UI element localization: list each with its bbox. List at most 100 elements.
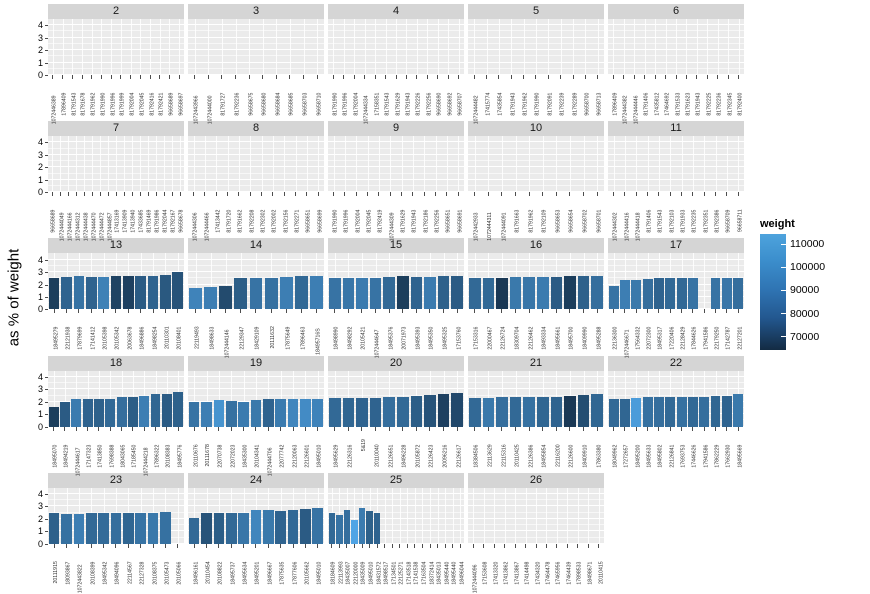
bar[interactable] (60, 401, 70, 427)
bar[interactable] (396, 397, 409, 427)
bar[interactable] (94, 398, 104, 427)
bar[interactable] (160, 275, 171, 310)
bar[interactable] (356, 278, 368, 310)
bar[interactable] (564, 276, 576, 310)
bar[interactable] (73, 276, 85, 310)
bar[interactable] (263, 510, 274, 544)
bar[interactable] (98, 276, 109, 310)
bar[interactable] (201, 401, 212, 427)
bar[interactable] (577, 275, 590, 310)
bar[interactable] (550, 397, 563, 427)
bar[interactable] (424, 394, 436, 427)
bar[interactable] (631, 398, 642, 427)
bar[interactable] (225, 401, 237, 427)
bar[interactable] (591, 275, 603, 310)
bar[interactable] (116, 396, 127, 427)
bar[interactable] (536, 276, 549, 310)
bar[interactable] (577, 394, 590, 427)
bar[interactable] (437, 276, 450, 310)
bar[interactable] (294, 276, 308, 310)
bar[interactable] (642, 278, 653, 310)
bar[interactable] (139, 395, 150, 427)
bar[interactable] (509, 397, 522, 427)
bar[interactable] (287, 509, 299, 544)
bar[interactable] (135, 276, 146, 310)
bar[interactable] (342, 398, 355, 427)
bar[interactable] (396, 276, 409, 310)
bar[interactable] (213, 512, 225, 544)
bar[interactable] (523, 397, 536, 427)
bar[interactable] (608, 286, 619, 310)
bar[interactable] (71, 398, 82, 427)
bar[interactable] (73, 513, 85, 544)
bar[interactable] (642, 397, 653, 427)
bar[interactable] (328, 513, 336, 544)
bar[interactable] (733, 277, 744, 310)
bar[interactable] (482, 398, 495, 427)
bar[interactable] (496, 277, 508, 310)
bar[interactable] (300, 508, 311, 544)
bar[interactable] (631, 279, 642, 310)
bar[interactable] (48, 277, 60, 310)
bar[interactable] (189, 287, 203, 310)
bar[interactable] (654, 278, 664, 310)
bar[interactable] (48, 512, 60, 544)
bar[interactable] (188, 402, 200, 427)
bar[interactable] (312, 398, 324, 427)
bar[interactable] (451, 393, 463, 427)
bar[interactable] (123, 275, 134, 310)
bar[interactable] (264, 277, 278, 310)
bar[interactable] (48, 406, 59, 427)
bar[interactable] (343, 510, 351, 544)
bar[interactable] (172, 272, 184, 310)
bar[interactable] (188, 517, 200, 544)
bar[interactable] (369, 398, 382, 427)
bar[interactable] (676, 278, 687, 310)
bar[interactable] (351, 519, 358, 544)
bar[interactable] (509, 276, 522, 310)
bar[interactable] (85, 277, 97, 310)
bar[interactable] (263, 399, 274, 427)
bar[interactable] (225, 512, 237, 544)
bar[interactable] (722, 278, 732, 310)
bar[interactable] (591, 393, 603, 427)
bar[interactable] (710, 395, 721, 427)
bar[interactable] (608, 398, 619, 427)
bar[interactable] (468, 277, 481, 310)
bar[interactable] (162, 393, 172, 427)
bar[interactable] (204, 287, 218, 310)
bar[interactable] (383, 397, 396, 427)
bar[interactable] (173, 391, 184, 427)
bar[interactable] (356, 398, 368, 427)
bar[interactable] (383, 277, 396, 310)
bar[interactable] (147, 275, 159, 310)
bar[interactable] (369, 278, 382, 310)
bar[interactable] (105, 398, 116, 427)
bar[interactable] (150, 393, 161, 427)
bar[interactable] (437, 394, 450, 427)
bar[interactable] (61, 513, 72, 544)
bar[interactable] (665, 397, 676, 427)
bar[interactable] (250, 509, 262, 544)
bar[interactable] (482, 277, 495, 310)
bar[interactable] (373, 513, 381, 544)
bar[interactable] (238, 512, 249, 544)
bar[interactable] (309, 276, 323, 310)
bar[interactable] (468, 398, 481, 427)
bar[interactable] (128, 396, 138, 427)
bar[interactable] (201, 512, 212, 544)
bar[interactable] (61, 277, 72, 310)
bar[interactable] (110, 275, 122, 310)
bar[interactable] (238, 401, 249, 427)
bar[interactable] (336, 515, 343, 544)
bar[interactable] (410, 395, 423, 427)
bar[interactable] (279, 277, 293, 310)
bar[interactable] (620, 398, 630, 427)
bar[interactable] (85, 513, 97, 544)
bar[interactable] (620, 279, 630, 310)
bar[interactable] (550, 277, 563, 310)
bar[interactable] (523, 277, 536, 310)
bar[interactable] (147, 512, 159, 544)
bar[interactable] (287, 398, 299, 427)
bar[interactable] (424, 277, 436, 310)
